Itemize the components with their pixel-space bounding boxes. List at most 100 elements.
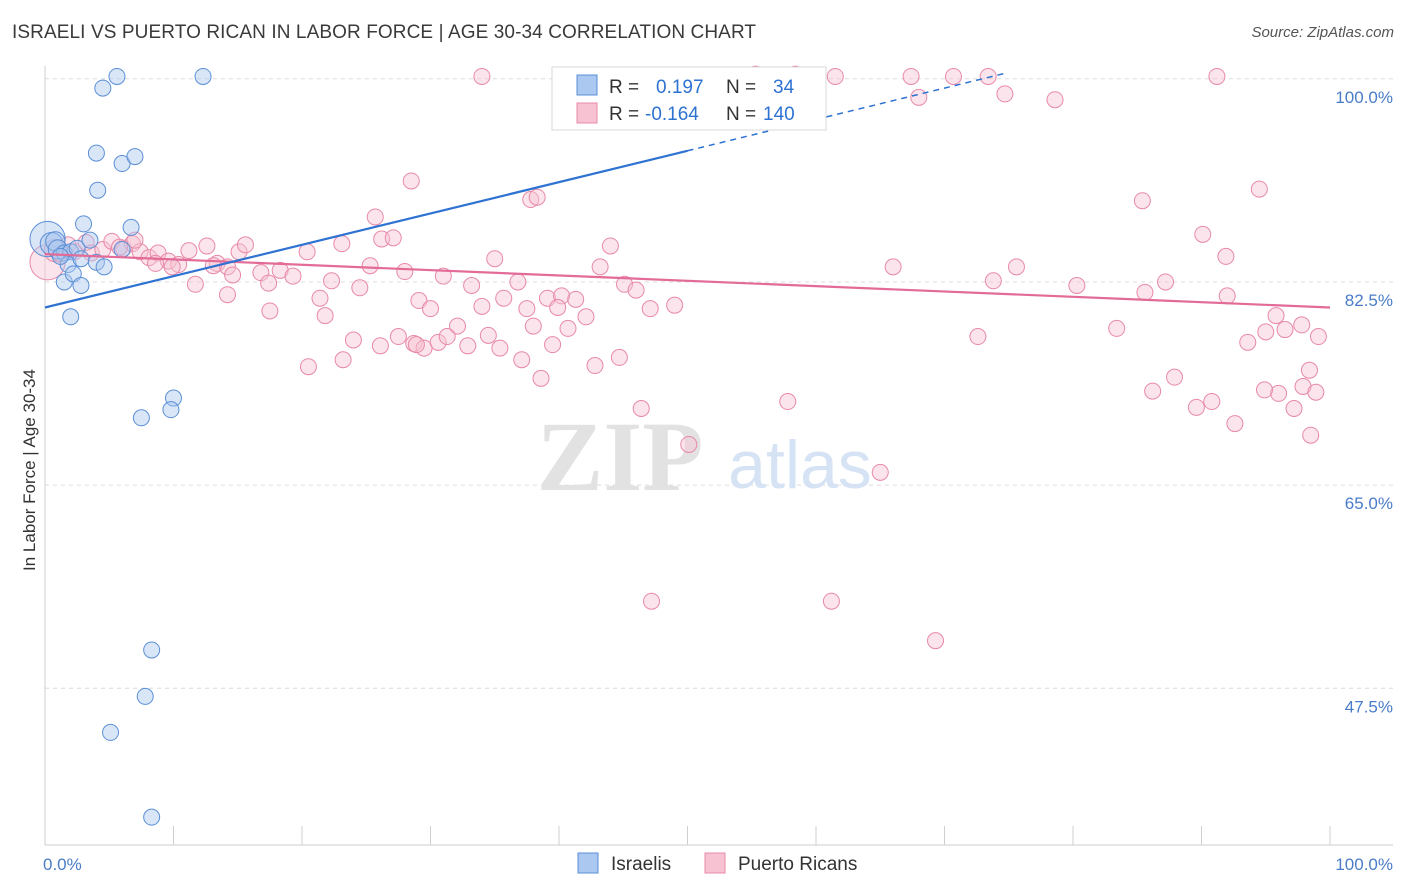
data-point	[102, 723, 120, 741]
data-point	[323, 272, 341, 290]
data-point	[1270, 384, 1288, 402]
data-point	[361, 257, 379, 275]
legend-swatch-puerto-ricans	[576, 102, 598, 124]
data-point	[236, 236, 254, 254]
data-point	[334, 351, 352, 369]
data-point	[72, 250, 90, 268]
data-point	[1257, 323, 1275, 341]
data-point	[163, 258, 181, 276]
data-point	[902, 67, 920, 85]
trend-line-israelis	[44, 149, 688, 309]
data-point	[194, 67, 212, 85]
data-point	[641, 300, 659, 318]
data-point	[680, 435, 698, 453]
data-point	[81, 231, 99, 249]
legend-swatch-israelis	[576, 74, 598, 96]
x-tick-label-start: 0.0%	[43, 855, 82, 874]
bottom-legend-label-puerto-ricans: Puerto Ricans	[738, 854, 857, 875]
legend-n-value-puerto-ricans: 140	[763, 104, 795, 125]
data-point	[298, 243, 316, 261]
data-point	[984, 272, 1002, 290]
legend-n-label-puerto-ricans: N =	[726, 104, 756, 125]
data-point	[75, 215, 93, 233]
data-point	[871, 463, 889, 481]
data-point	[1309, 328, 1327, 346]
source-credit: Source: ZipAtlas.com	[1251, 24, 1394, 41]
data-point	[62, 308, 80, 326]
data-point	[438, 328, 456, 346]
legend-r-value-israelis: 0.197	[656, 77, 704, 98]
data-point	[143, 641, 161, 659]
data-point	[944, 67, 962, 85]
data-point	[528, 188, 546, 206]
data-point	[473, 297, 491, 315]
legend-r-value-puerto-ricans: -0.164	[645, 104, 699, 125]
y-tick-labels: 47.5% 65.0% 82.5% 100.0%	[1335, 88, 1393, 716]
data-point	[1250, 180, 1268, 198]
data-point	[1276, 321, 1294, 339]
data-point	[136, 687, 154, 705]
series-puerto-ricans	[29, 65, 1327, 650]
data-point	[1108, 319, 1126, 337]
legend-n-label-israelis: N =	[726, 77, 756, 98]
correlation-legend: R = 0.197 N = 34 R = -0.164 N = 140	[551, 66, 827, 131]
data-point	[1007, 258, 1025, 276]
data-point	[910, 88, 928, 106]
data-point	[218, 286, 236, 304]
data-point	[94, 79, 112, 97]
data-point	[1255, 381, 1273, 399]
data-point	[463, 276, 481, 294]
data-point	[559, 319, 577, 337]
data-point	[126, 148, 144, 166]
data-point	[162, 401, 180, 419]
data-point	[1194, 225, 1212, 243]
data-point	[459, 337, 477, 355]
data-point	[111, 238, 129, 256]
data-point	[198, 237, 216, 255]
data-point	[396, 263, 414, 281]
data-point	[927, 632, 945, 650]
axes	[44, 66, 1393, 846]
data-point	[586, 357, 604, 375]
trend-lines	[44, 72, 1331, 309]
data-point	[410, 292, 428, 310]
data-point	[1046, 91, 1064, 109]
data-point	[610, 348, 628, 366]
data-point	[826, 67, 844, 85]
watermark-zip: ZIP	[537, 401, 704, 512]
data-point	[486, 250, 504, 268]
data-point	[567, 290, 585, 308]
data-point	[143, 808, 161, 826]
data-point	[1267, 307, 1285, 325]
data-point	[1226, 415, 1244, 433]
data-point	[779, 393, 797, 411]
data-point	[122, 218, 140, 236]
data-point	[260, 274, 278, 292]
series-legend: Israelis Puerto Ricans	[577, 852, 857, 875]
data-point	[524, 317, 542, 335]
data-point	[1187, 398, 1205, 416]
data-point	[89, 181, 107, 199]
data-point	[132, 409, 150, 427]
data-point	[316, 307, 334, 325]
data-point	[434, 267, 452, 285]
data-point	[1218, 287, 1236, 305]
legend-r-label-puerto-ricans: R =	[609, 104, 639, 125]
data-point	[284, 267, 302, 285]
x-tick-labels: 0.0% 100.0%	[43, 855, 1393, 874]
bottom-legend-swatch-puerto-ricans	[704, 852, 726, 874]
data-point	[1300, 361, 1318, 379]
data-point	[522, 191, 540, 209]
data-point	[1239, 333, 1257, 351]
y-tick-label: 65.0%	[1345, 494, 1393, 513]
data-point	[1157, 273, 1175, 291]
data-point	[384, 229, 402, 247]
data-point	[601, 237, 619, 255]
data-point	[113, 240, 131, 258]
data-point	[422, 300, 439, 318]
data-point	[402, 172, 420, 190]
data-point	[72, 276, 90, 294]
data-point	[51, 247, 69, 265]
data-point	[627, 281, 645, 299]
